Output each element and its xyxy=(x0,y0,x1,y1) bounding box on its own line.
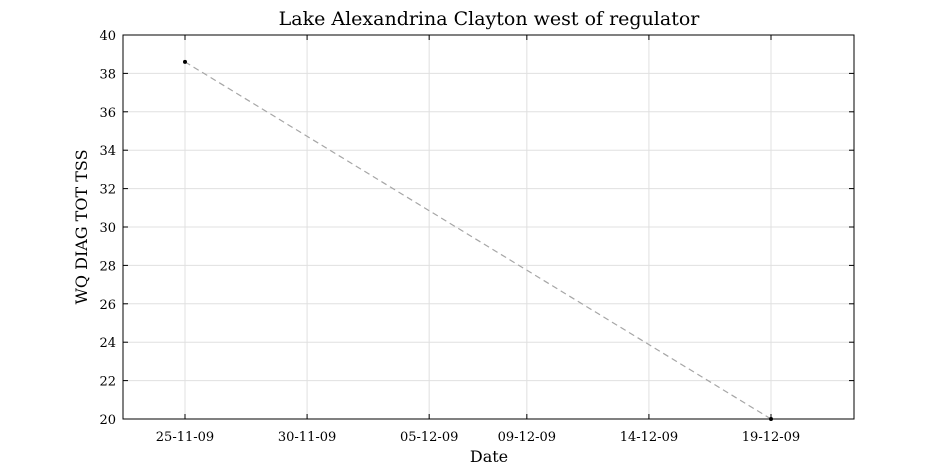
ticks: 20 22 24 26 28 30 32 34 36 38 40 25-11-09 30-11-09 05… xyxy=(99,29,854,445)
y-tick-label: 28 xyxy=(99,259,116,274)
y-tick-label: 36 xyxy=(99,106,116,121)
data-point xyxy=(183,59,187,64)
y-tick-label: 38 xyxy=(99,67,116,82)
y-axis-label: WQ DIAG TOT TSS xyxy=(72,149,91,304)
plot-frame xyxy=(122,34,855,420)
y-tick-label: 34 xyxy=(99,144,116,159)
y-tick-label: 32 xyxy=(99,183,116,198)
y-tick-label: 24 xyxy=(99,336,116,351)
x-tick-label: 30-11-09 xyxy=(278,430,336,445)
chart-title: Lake Alexandrina Clayton west of regulat… xyxy=(279,8,701,30)
x-axis-label: Date xyxy=(470,447,508,466)
y-tick-label: 26 xyxy=(99,298,116,313)
x-tick-label: 19-12-09 xyxy=(742,430,800,445)
x-tick-label: 09-12-09 xyxy=(498,430,556,445)
x-tick-label: 14-12-09 xyxy=(620,430,678,445)
series-line xyxy=(184,61,772,420)
y-tick-label: 30 xyxy=(99,221,116,236)
y-tick-label: 22 xyxy=(99,375,116,390)
x-tick-label: 05-12-09 xyxy=(400,430,458,445)
y-tick-label: 20 xyxy=(99,413,116,428)
x-tick-label: 25-11-09 xyxy=(156,430,214,445)
y-tick-label: 40 xyxy=(99,29,116,44)
